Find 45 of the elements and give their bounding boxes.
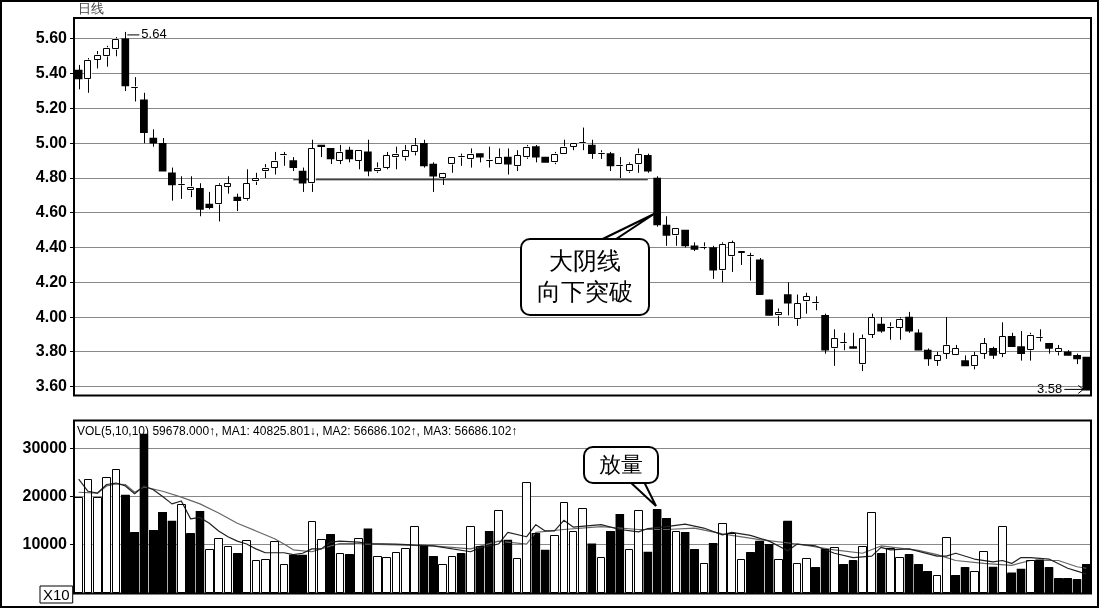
candlestick (214, 182, 223, 222)
candlestick (364, 139, 372, 177)
candlestick (102, 45, 111, 68)
y-tick-label: 20000 (22, 487, 68, 504)
candlestick (606, 151, 615, 172)
candlestick (802, 292, 811, 315)
y-tick-label: 5.20 (35, 98, 68, 116)
y-tick-label: 4.60 (35, 203, 68, 221)
candlestick (998, 321, 1007, 358)
candlestick (727, 240, 736, 273)
y-tick-label: 4.00 (35, 307, 68, 325)
candlestick (186, 175, 195, 198)
candlestick (242, 168, 251, 202)
y-tick-label: 5.40 (35, 64, 68, 82)
candlestick (905, 311, 913, 334)
candlestick (466, 147, 475, 169)
chart-title: 日线 (78, 1, 104, 17)
y-tick-label: 10000 (22, 535, 68, 553)
y-tick-label: 3.80 (35, 342, 68, 360)
y-tick-label: 30000 (22, 438, 68, 456)
annotation: VOL(5,10,10) 59678.000↑, MA1: 40825.801↓, MA2: 56686.102↑, MA3: 56686.102↑ (77, 423, 518, 438)
annotation: 5.64 (141, 26, 167, 42)
y-tick-label: 4.20 (35, 272, 68, 290)
y-tick-label: 4.40 (35, 237, 68, 255)
candlestick (914, 328, 923, 351)
candlestick (168, 167, 176, 202)
annotation: 3.58 (1037, 380, 1063, 396)
candlestick (270, 151, 279, 176)
candlestick (709, 245, 717, 280)
y-tick-label: 4.80 (35, 168, 68, 186)
candlestick (1026, 332, 1035, 362)
candlestick (504, 147, 512, 176)
annotation: 大阴线向下突破 (537, 245, 633, 308)
annotation: 放量 (599, 450, 643, 479)
candlestick (662, 215, 671, 247)
candlestick (942, 316, 951, 360)
candlestick (830, 328, 839, 367)
y-tick-label: 5.60 (35, 29, 68, 47)
candlestick (354, 149, 363, 170)
candlestick (634, 147, 643, 174)
y-tick-label: 3.60 (35, 377, 68, 395)
candlestick (783, 281, 792, 316)
y-tick-label: 5.00 (35, 133, 68, 151)
candlestick (140, 92, 148, 144)
text: X10 (43, 585, 70, 603)
